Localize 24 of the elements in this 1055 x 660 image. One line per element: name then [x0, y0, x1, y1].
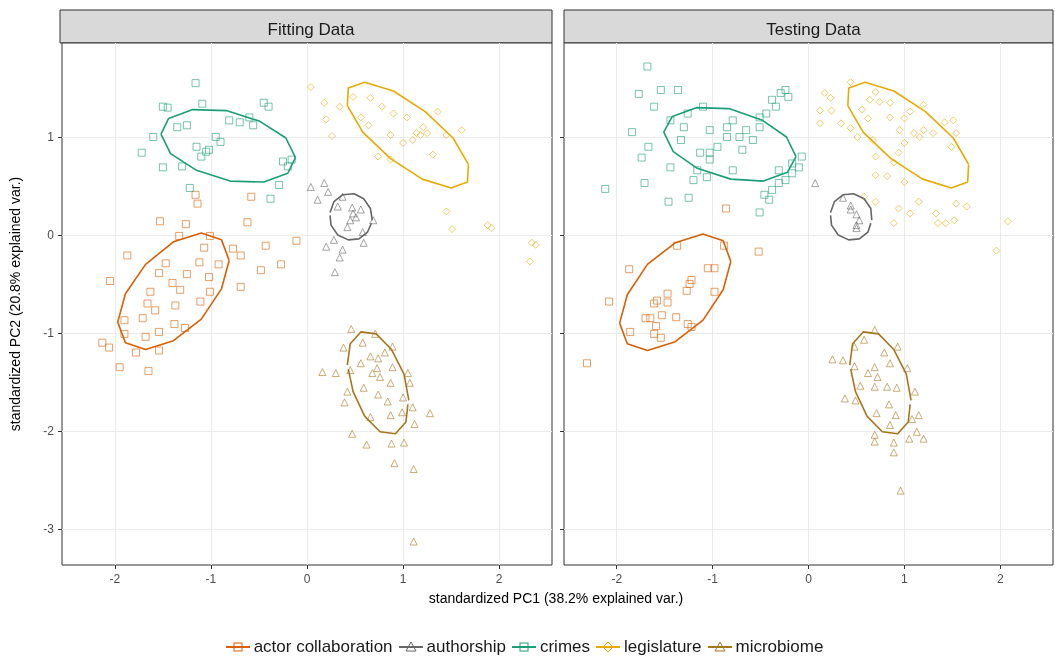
- x-tick-label: 1: [901, 572, 909, 586]
- x-tick-label: 0: [303, 572, 311, 586]
- chart-title: Testing Data: [766, 20, 862, 39]
- y-tick-label: -2: [43, 423, 55, 438]
- legend-label: authorship: [425, 637, 506, 657]
- y-tick-label: 1: [47, 130, 55, 145]
- x-tick-label: 1: [399, 572, 407, 586]
- y-tick-label: 0: [47, 227, 55, 242]
- legend-label: legislature: [623, 637, 702, 657]
- x-tick-label: -2: [109, 572, 121, 586]
- y-tick-label: -1: [43, 325, 55, 340]
- x-tick-label: -2: [611, 572, 623, 586]
- legend-label: microbiome: [734, 637, 824, 657]
- x-tick-label: -1: [707, 572, 719, 586]
- chart-title: Fitting Data: [267, 20, 355, 39]
- x-tick-label: 2: [996, 572, 1004, 586]
- x-tick-label: 2: [495, 572, 503, 586]
- x-tick-label: 0: [805, 572, 813, 586]
- y-axis-title: standardized PC2 (20.8% explained var.): [7, 176, 23, 432]
- x-axis-title: standardized PC1 (38.2% explained var.): [427, 590, 685, 606]
- x-tick-label: -1: [205, 572, 217, 586]
- y-tick-label: -3: [43, 521, 55, 536]
- legend-label: actor collaboration: [252, 637, 393, 657]
- legend-label: crimes: [538, 637, 590, 657]
